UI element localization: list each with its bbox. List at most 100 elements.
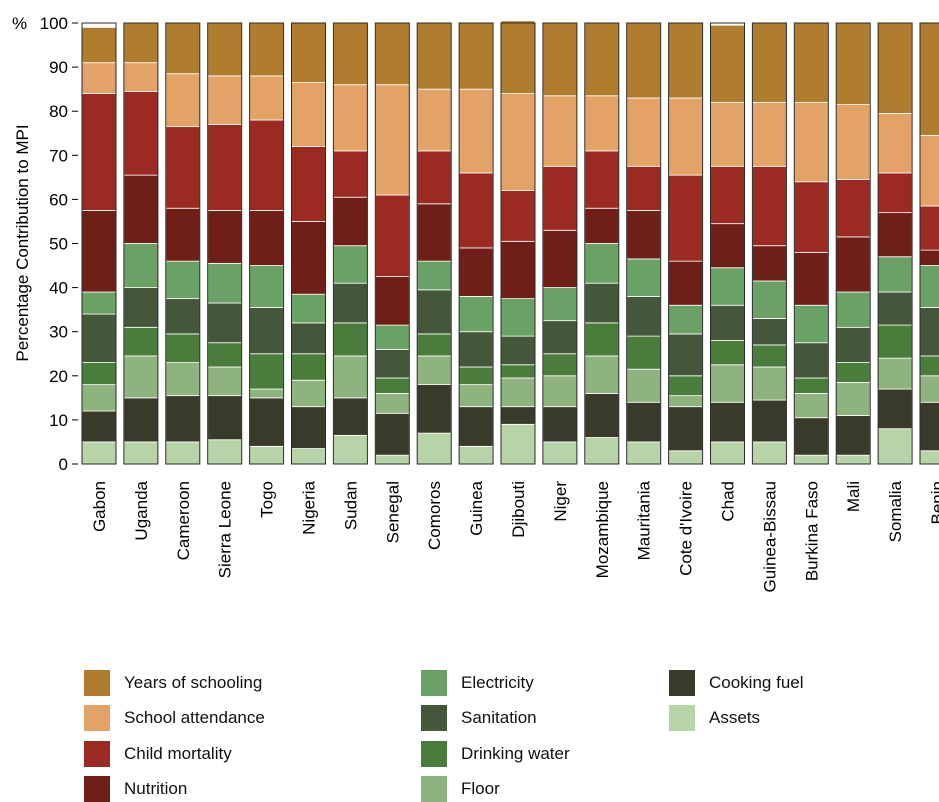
x-tick-label: Gabon — [90, 481, 109, 532]
bar-segment-cooking-fuel — [626, 401, 662, 443]
bar-segment-years-of-schooling — [123, 22, 159, 64]
bar-segment-years-of-schooling — [332, 22, 368, 86]
bar-segment-drinking-water — [165, 333, 201, 363]
x-tick-label: Somalia — [886, 480, 905, 542]
bar-segment-electricity — [919, 265, 939, 308]
bar-segment-years-of-schooling — [626, 22, 662, 99]
legend-item-cooking-fuel: Cooking fuel — [669, 670, 804, 696]
bar-segment-years-of-schooling — [207, 22, 243, 77]
bar-segment-assets — [668, 450, 703, 465]
x-tick-label: Uganda — [132, 480, 151, 540]
bar-segment-drinking-water — [542, 353, 578, 377]
bar-segment-drinking-water — [458, 366, 494, 386]
x-tick-label: Chad — [719, 481, 738, 522]
x-tick-label: Djibouti — [509, 481, 528, 538]
bar-segment-sanitation — [584, 282, 620, 324]
bar-segment-sanitation — [416, 289, 452, 335]
bar-segment-electricity — [207, 262, 243, 304]
legend-item-assets: Assets — [669, 705, 760, 731]
y-axis-ticks: 0 10 20 30 40 50 60 70 80 90 100 — [40, 14, 78, 474]
bar-segment-school-attendance — [416, 88, 452, 152]
bar-segment-sanitation — [332, 282, 368, 324]
bar-segment-school-attendance — [542, 95, 578, 167]
x-tick-label: Sudan — [341, 481, 360, 530]
bar-segment-sanitation — [500, 335, 536, 366]
bar-segment-drinking-water — [416, 333, 452, 357]
bar-segment-child-mortality — [752, 165, 787, 247]
bar-segment-years-of-schooling — [919, 22, 939, 136]
y-tick-label: 90 — [49, 58, 68, 77]
bar-segment-drinking-water — [877, 324, 913, 359]
bar-segment-floor — [584, 355, 620, 394]
bar-segment-school-attendance — [374, 84, 410, 196]
legend-label: Sanitation — [461, 708, 537, 727]
bar-segment-sanitation — [207, 302, 243, 344]
x-tick-label: Comoros — [425, 481, 444, 550]
bar-segment-cooking-fuel — [81, 410, 117, 443]
bar-stack-cote-d-ivoire — [668, 22, 704, 465]
bar-segment-drinking-water — [207, 342, 243, 368]
bar-segment-school-attendance — [668, 97, 703, 176]
bar-outline — [751, 22, 787, 465]
bar-segment-electricity — [81, 291, 117, 315]
bar-segment-nutrition — [752, 245, 787, 282]
bar-segment-school-attendance — [458, 88, 494, 174]
bar-segment-child-mortality — [458, 172, 494, 249]
bar-segment-sanitation — [249, 307, 285, 355]
bar-segment-floor — [291, 379, 326, 408]
bar-segment-assets — [332, 434, 368, 465]
legend-item-sanitation: Sanitation — [421, 705, 537, 731]
y-tick-label: 100 — [40, 14, 68, 33]
y-tick-label: 60 — [49, 190, 68, 209]
legend-swatch — [421, 741, 447, 767]
bar-segment-child-mortality — [500, 190, 536, 242]
bar-segment-floor — [123, 355, 159, 399]
bar-stack-burkina-faso — [793, 22, 829, 465]
bar-segment-floor — [207, 366, 243, 397]
bar-segment-electricity — [668, 304, 703, 335]
bar-segment-child-mortality — [877, 172, 913, 214]
bar-stack-somalia — [877, 22, 913, 465]
bar-segment-floor — [835, 382, 871, 416]
x-tick-label: Mauritania — [635, 480, 654, 560]
bar-outline — [249, 22, 285, 465]
bar-stack-guinea — [458, 22, 494, 465]
legend-swatch — [84, 705, 110, 731]
bar-segment-assets — [877, 428, 913, 465]
legend-swatch — [84, 741, 110, 767]
bar-segment-child-mortality — [374, 194, 410, 277]
bar-outline — [416, 22, 452, 465]
bar-outline — [793, 22, 829, 465]
x-tick-label: Cameroon — [174, 481, 193, 560]
bar-segment-electricity — [291, 293, 326, 324]
bar-segment-school-attendance — [793, 101, 829, 183]
bar-segment-floor — [249, 388, 285, 399]
bar-segment-school-attendance — [165, 73, 201, 128]
bar-segment-years-of-schooling — [500, 20, 536, 94]
bar-segment-drinking-water — [81, 362, 117, 386]
legend-label: Cooking fuel — [709, 673, 804, 692]
bar-segment-floor — [81, 384, 117, 412]
x-tick-label: Niger — [551, 481, 570, 522]
bar-stack-nigeria — [291, 22, 326, 465]
bar-segment-assets — [249, 445, 285, 465]
bar-segment-sanitation — [81, 313, 117, 363]
legend-swatch — [421, 705, 447, 731]
bar-segment-assets — [81, 441, 117, 465]
bar-segment-assets — [500, 423, 536, 465]
bar-segment-nutrition — [416, 203, 452, 262]
bar-segment-cooking-fuel — [668, 406, 703, 452]
y-tick-label: 70 — [49, 146, 68, 165]
bar-segment-nutrition — [710, 223, 745, 269]
bar-segment-child-mortality — [207, 124, 243, 211]
bar-outline — [165, 22, 201, 465]
bar-outline — [123, 22, 159, 465]
legend-swatch — [84, 776, 110, 802]
bar-segment-electricity — [626, 258, 662, 297]
bar-segment-nutrition — [458, 247, 494, 297]
bar-segment-nutrition — [584, 207, 620, 244]
bar-segment-assets — [626, 441, 662, 465]
bar-segment-school-attendance — [835, 104, 871, 180]
bar-segment-assets — [123, 441, 159, 465]
y-tick-label: 10 — [49, 411, 68, 430]
